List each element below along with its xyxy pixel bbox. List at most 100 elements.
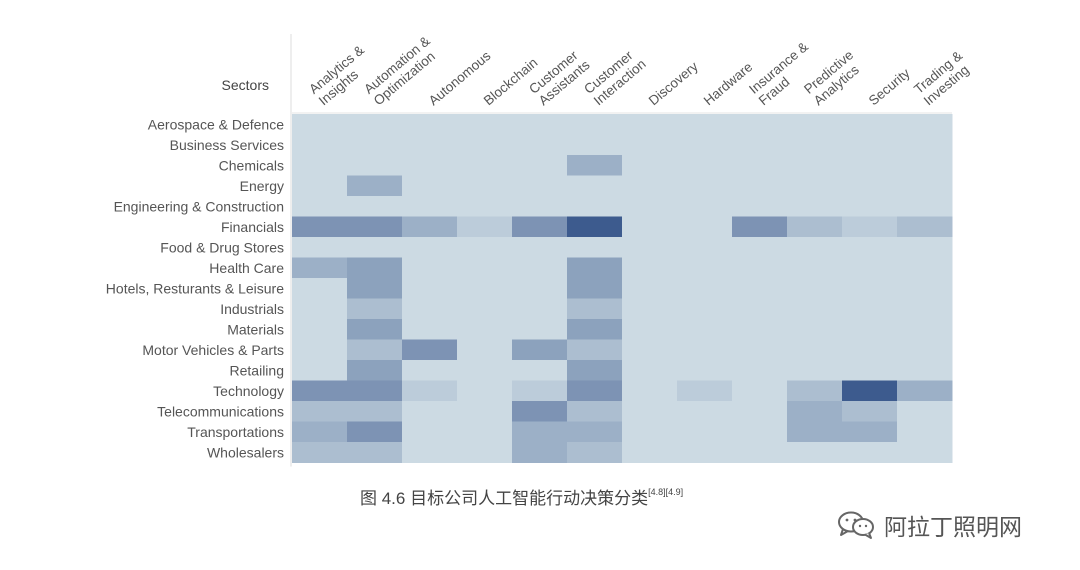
heatmap-cell: [732, 237, 788, 258]
row-labels: Aerospace & Defence Business Services Chem…: [106, 116, 284, 460]
heatmap-cell: [347, 360, 403, 381]
heatmap-cell: [347, 237, 403, 258]
heatmap-cell: [402, 134, 458, 156]
heatmap-cell: [732, 401, 788, 422]
caption-text: 图 4.6 目标公司人工智能行动决策分类: [360, 489, 649, 508]
heatmap-cell: [677, 401, 733, 422]
heatmap-cell: [732, 155, 788, 176]
heatmap-cell: [512, 278, 568, 299]
heatmap-cell: [347, 134, 403, 156]
heatmap-cell: [787, 319, 843, 340]
heatmap-cell: [677, 237, 733, 258]
heatmap-cell: [897, 319, 953, 340]
heatmap-cell: [347, 339, 403, 361]
heatmap-cell: [897, 401, 953, 422]
heatmap-cell: [512, 339, 568, 361]
heatmap-cells: [292, 114, 953, 463]
heatmap-cell: [292, 175, 348, 197]
heatmap-cell: [732, 114, 788, 135]
heatmap-cell: [402, 339, 458, 361]
heatmap-cell: [512, 298, 568, 320]
column-label: Analytics &Insights: [306, 42, 367, 108]
heatmap-cell: [732, 319, 788, 340]
heatmap-cell: [402, 442, 458, 463]
row-label: Food & Drug Stores: [160, 239, 284, 255]
heatmap-cell: [292, 155, 348, 176]
watermark-text: 阿拉丁照明网: [884, 514, 1022, 540]
heatmap-cell: [732, 421, 788, 443]
heatmap-cell: [512, 216, 568, 238]
heatmap-cell: [512, 175, 568, 197]
heatmap-cell: [567, 114, 623, 135]
heatmap-cell: [292, 278, 348, 299]
heatmap-cell: [292, 257, 348, 279]
row-label: Energy: [240, 178, 284, 194]
heatmap-cell: [622, 401, 678, 422]
heatmap-cell: [677, 442, 733, 463]
heatmap-cell: [897, 442, 953, 463]
heatmap-cell: [347, 298, 403, 320]
heatmap-cell: [512, 237, 568, 258]
heatmap-cell: [732, 339, 788, 361]
heatmap-cell: [567, 401, 623, 422]
row-label: Technology: [213, 383, 284, 399]
heatmap-cell: [787, 380, 843, 402]
heatmap-cell: [732, 360, 788, 381]
caption-refs: [4.8][4.9]: [648, 487, 684, 497]
heatmap-cell: [842, 175, 898, 197]
heatmap-cell: [567, 421, 623, 443]
heatmap-cell: [567, 155, 623, 176]
heatmap-cell: [457, 175, 513, 197]
heatmap-cell: [897, 421, 953, 443]
heatmap-cell: [292, 421, 348, 443]
heatmap-cell: [292, 401, 348, 422]
heatmap-cell: [622, 298, 678, 320]
heatmap-cell: [842, 196, 898, 217]
heatmap-cell: [512, 196, 568, 217]
heatmap-cell: [897, 216, 953, 238]
row-label: Hotels, Resturants & Leisure: [106, 280, 284, 296]
heatmap-cell: [567, 339, 623, 361]
heatmap-cell: [677, 298, 733, 320]
column-label-line: Security: [866, 65, 913, 108]
axis-lines: [290, 34, 952, 467]
heatmap-cell: [402, 216, 458, 238]
heatmap-cell: [842, 401, 898, 422]
heatmap-cell: [787, 114, 843, 135]
heatmap-cell: [842, 442, 898, 463]
heatmap-cell: [402, 175, 458, 197]
heatmap-cell: [787, 298, 843, 320]
heatmap-cell: [677, 175, 733, 197]
heatmap-cell: [787, 155, 843, 176]
heatmap-cell: [457, 278, 513, 299]
heatmap-cell: [402, 114, 458, 135]
heatmap-cell: [897, 360, 953, 381]
heatmap-cell: [732, 196, 788, 217]
heatmap-cell: [457, 360, 513, 381]
heatmap-cell: [677, 339, 733, 361]
heatmap-cell: [897, 175, 953, 197]
heatmap-cell: [567, 360, 623, 381]
heatmap-cell: [622, 175, 678, 197]
heatmap-cell: [512, 442, 568, 463]
heatmap-cell: [402, 401, 458, 422]
column-label: Insurance &Fraud: [746, 39, 811, 108]
heatmap-cell: [842, 237, 898, 258]
heatmap-cell: [677, 196, 733, 217]
heatmap-cell: [292, 339, 348, 361]
heatmap-cell: [677, 216, 733, 238]
heatmap-cell: [457, 216, 513, 238]
heatmap-cell: [622, 339, 678, 361]
heatmap-cell: [897, 114, 953, 135]
heatmap-cell: [512, 421, 568, 443]
heatmap-cell: [622, 278, 678, 299]
heatmap-cell: [512, 319, 568, 340]
heatmap-cell: [842, 360, 898, 381]
heatmap-cell: [787, 278, 843, 299]
heatmap-cell: [457, 421, 513, 443]
heatmap-cell: [622, 216, 678, 238]
heatmap-cell: [732, 298, 788, 320]
heatmap-cell: [402, 360, 458, 381]
